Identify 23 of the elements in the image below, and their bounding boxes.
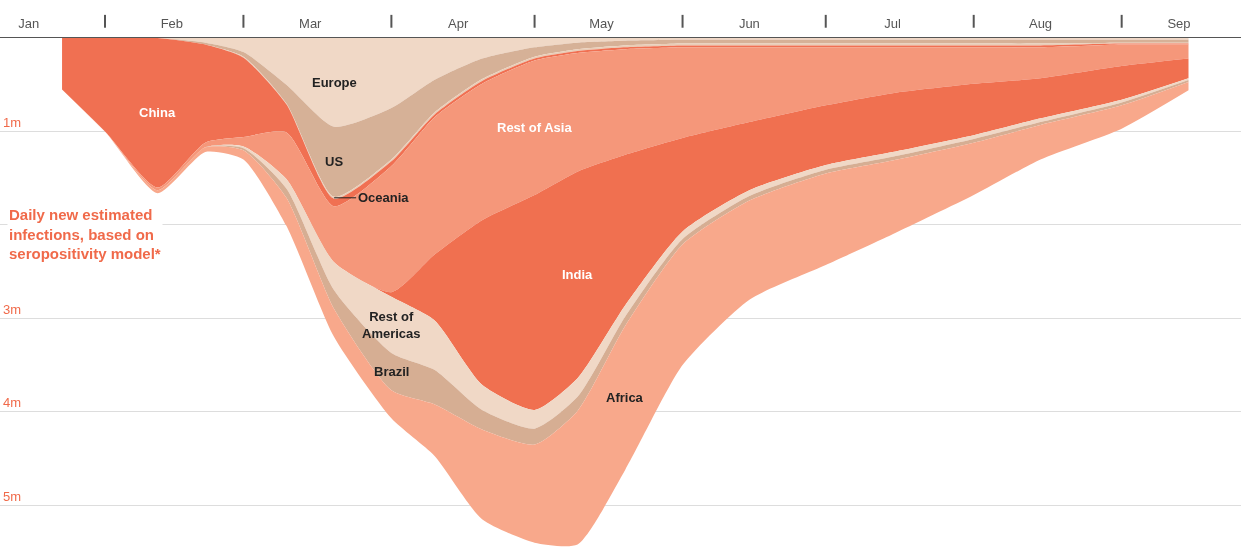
x-tick-label: Aug — [1028, 15, 1053, 31]
x-tick-label: Jun — [738, 15, 760, 31]
x-tick-label: Mar — [299, 15, 323, 31]
series-label: India — [562, 267, 594, 282]
series-label: Europe — [312, 75, 357, 90]
series-label: Rest of Americas — [362, 309, 421, 341]
x-tick-label: Sep — [1167, 15, 1191, 31]
y-tick-label: 5m — [3, 488, 22, 504]
annotation: Daily new estimated infections, based on seropositivity model* — [9, 206, 161, 262]
x-tick-label: Jan — [18, 15, 40, 31]
x-tick-label: May — [589, 15, 615, 31]
series-label: US — [325, 154, 344, 169]
x-tick-label: Jul — [884, 15, 901, 31]
series-label: Oceania — [358, 190, 410, 205]
series-label: China — [139, 105, 176, 120]
x-tick-label: Apr — [448, 15, 469, 31]
x-tick-label: Feb — [160, 15, 184, 31]
series-label: Brazil — [374, 364, 410, 379]
series-label: Rest of Asia — [497, 120, 573, 135]
y-tick-label: 4m — [3, 395, 22, 411]
y-tick-label: 3m — [3, 301, 22, 317]
y-tick-label: 1m — [3, 114, 22, 130]
series-label: Africa — [606, 390, 644, 405]
